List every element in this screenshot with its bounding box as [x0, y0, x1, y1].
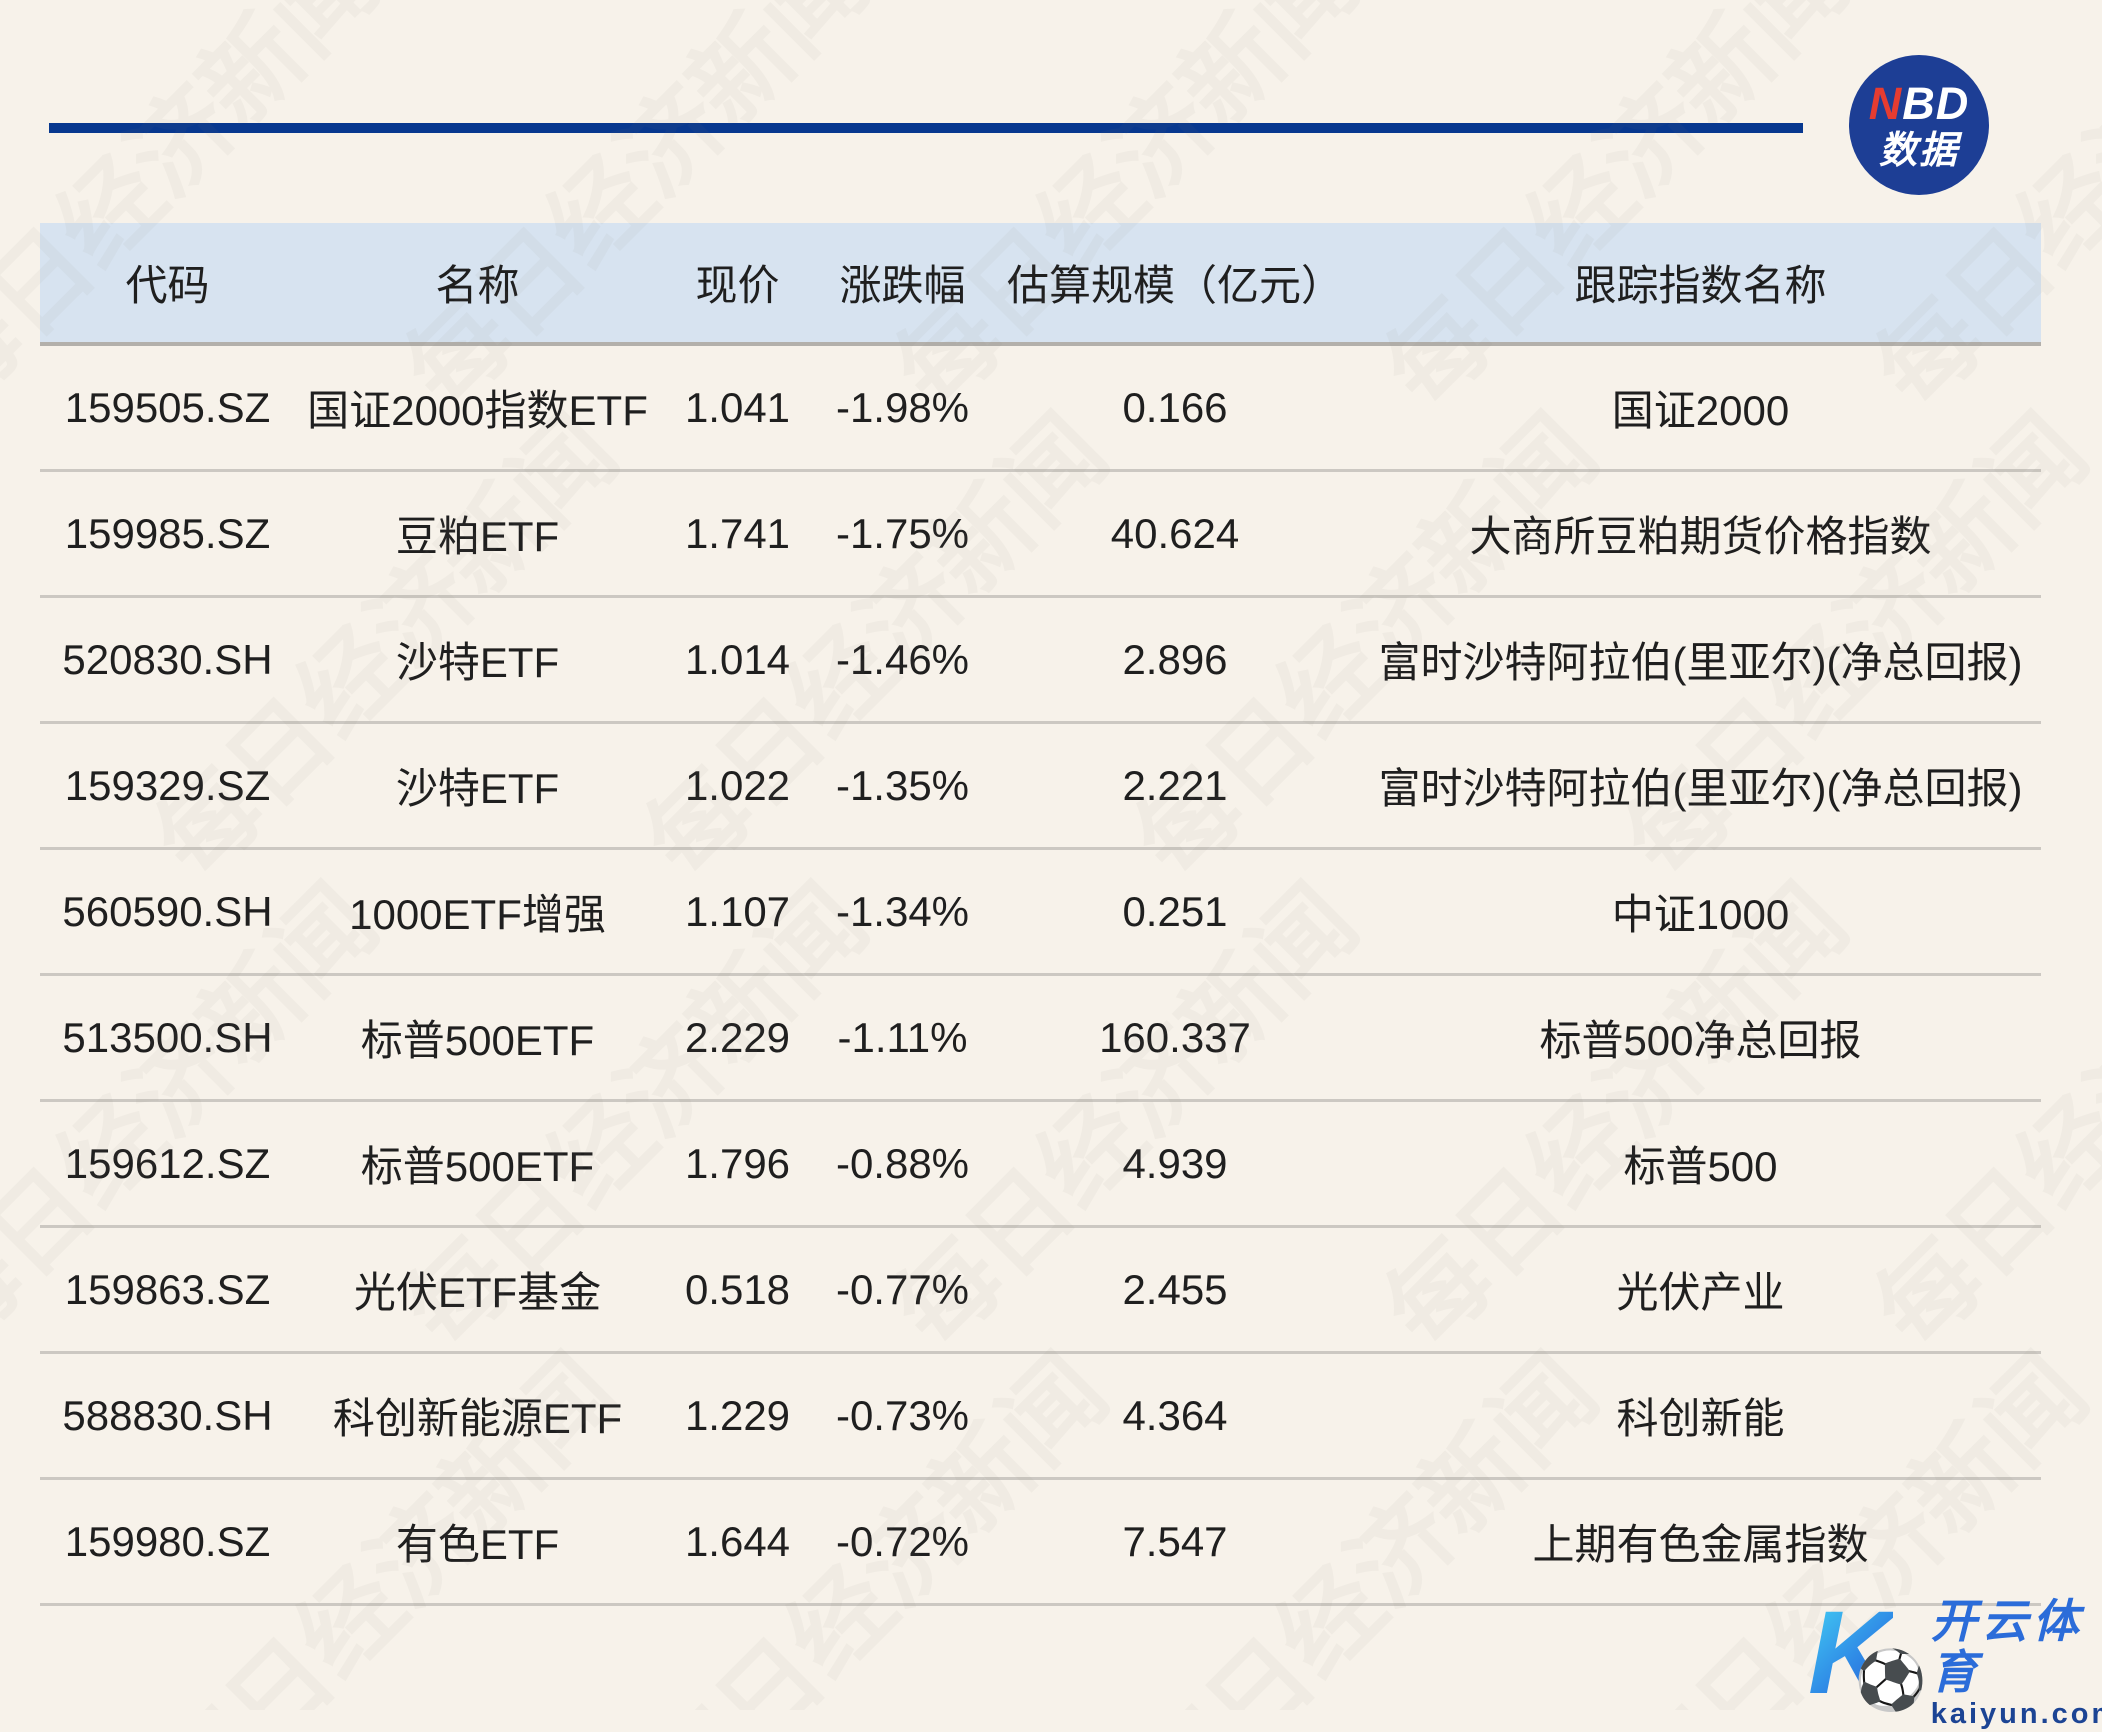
cell-scale: 160.337 [1099, 1013, 1251, 1061]
cell-name: 豆粕ETF [395, 513, 560, 560]
table-row: 159505.SZ 国证2000指数ETF 1.041 -1.98% 0.166… [40, 346, 2041, 472]
kaiyun-k-letter: K [1808, 1586, 1894, 1719]
cell-price: 1.014 [684, 635, 791, 683]
kaiyun-domain: kaiyun.com [1930, 1698, 2102, 1731]
cell-scale: 0.251 [1122, 887, 1228, 935]
cell-index-name: 上期有色金属指数 [1532, 1521, 1869, 1568]
cell-price: 1.229 [684, 1391, 791, 1439]
cell-name: 国证2000指数ETF [307, 387, 648, 434]
nbd-logo-text: NBD [1869, 81, 1970, 126]
cell-name: 有色ETF [395, 1521, 560, 1568]
table-row: 513500.SH 标普500ETF 2.229 -1.11% 160.337 … [40, 976, 2041, 1102]
table-row: 159985.SZ 豆粕ETF 1.741 -1.75% 40.624 大商所豆… [40, 472, 2041, 598]
table-row: 159863.SZ 光伏ETF基金 0.518 -0.77% 2.455 光伏产… [40, 1228, 2041, 1354]
cell-scale: 2.221 [1122, 761, 1228, 809]
nbd-logo-letter-n: N [1868, 77, 1903, 129]
cell-name: 标普500ETF [360, 1017, 595, 1064]
cell-code: 560590.SH [62, 887, 273, 935]
cell-code: 588830.SH [62, 1391, 273, 1439]
cell-price: 2.229 [684, 1013, 791, 1061]
cell-change: -1.98% [835, 383, 970, 431]
cell-name: 科创新能源ETF [332, 1395, 623, 1442]
table-row: 520830.SH 沙特ETF 1.014 -1.46% 2.896 富时沙特阿… [40, 598, 2041, 724]
kaiyun-brand-cn: 开云体育 [1930, 1595, 2084, 1698]
table-row: 159980.SZ 有色ETF 1.644 -0.72% 7.547 上期有色金… [40, 1480, 2041, 1606]
cell-scale: 40.624 [1110, 509, 1240, 557]
cell-index-name: 标普500 [1623, 1143, 1778, 1190]
cell-price: 1.022 [684, 761, 791, 809]
header-name: 名称 [435, 262, 520, 309]
cell-scale: 7.547 [1122, 1517, 1228, 1565]
header-change: 涨跌幅 [839, 262, 966, 309]
diagonal-watermark: 每日经济新闻 [2094, 394, 2102, 899]
cell-scale: 2.896 [1122, 635, 1228, 683]
cell-change: -0.73% [835, 1391, 970, 1439]
cell-scale: 2.455 [1122, 1265, 1228, 1313]
cell-change: -0.72% [835, 1517, 970, 1565]
cell-code: 520830.SH [62, 635, 273, 683]
cell-code: 159863.SZ [64, 1265, 271, 1313]
header-index-name: 跟踪指数名称 [1574, 262, 1827, 309]
table-header-row: 代码 名称 现价 涨跌幅 估算规模（亿元） 跟踪指数名称 [40, 223, 2041, 346]
cell-change: -0.88% [835, 1139, 970, 1187]
cell-change: -1.11% [837, 1013, 968, 1061]
cell-scale: 4.364 [1122, 1391, 1228, 1439]
cell-code: 159985.SZ [64, 509, 271, 557]
cell-scale: 4.939 [1122, 1139, 1228, 1187]
cell-price: 1.796 [684, 1139, 791, 1187]
cell-code: 159612.SZ [64, 1139, 271, 1187]
cell-price: 0.518 [684, 1265, 791, 1313]
cell-name: 标普500ETF [360, 1143, 595, 1190]
nbd-data-logo: NBD 数据 [1849, 55, 1989, 195]
cell-change: -1.75% [835, 509, 970, 557]
cell-price: 1.741 [684, 509, 791, 557]
cell-change: -1.35% [835, 761, 970, 809]
cell-index-name: 标普500净总回报 [1539, 1017, 1862, 1064]
cell-index-name: 富时沙特阿拉伯(里亚尔)(净总回报) [1378, 765, 2023, 812]
header-divider-line [49, 123, 1803, 133]
header-scale: 估算规模（亿元） [1006, 262, 1343, 309]
table-row: 588830.SH 科创新能源ETF 1.229 -0.73% 4.364 科创… [40, 1354, 2041, 1480]
table-row: 159329.SZ 沙特ETF 1.022 -1.35% 2.221 富时沙特阿… [40, 724, 2041, 850]
cell-price: 1.644 [684, 1517, 791, 1565]
table-row: 560590.SH 1000ETF增强 1.107 -1.34% 0.251 中… [40, 850, 2041, 976]
cell-code: 159329.SZ [64, 761, 271, 809]
nbd-logo-letters-bd: BD [1902, 77, 1970, 129]
cell-index-name: 光伏产业 [1616, 1269, 1785, 1316]
cell-price: 1.107 [684, 887, 791, 935]
cell-index-name: 国证2000 [1611, 387, 1790, 434]
cell-code: 159980.SZ [64, 1517, 271, 1565]
cell-code: 513500.SH [62, 1013, 273, 1061]
cell-change: -0.77% [835, 1265, 970, 1313]
cell-name: 沙特ETF [395, 765, 560, 812]
cell-index-name: 大商所豆粕期货价格指数 [1469, 513, 1932, 560]
kaiyun-k-mark: K ⚽ [1808, 1594, 1927, 1720]
table-body: 159505.SZ 国证2000指数ETF 1.041 -1.98% 0.166… [40, 346, 2041, 1606]
nbd-logo-subtitle: 数据 [1878, 129, 1959, 172]
cell-change: -1.34% [835, 887, 970, 935]
soccer-ball-icon: ⚽ [1854, 1647, 1927, 1713]
kaiyun-wordmark: 开云体育 kaiyun.com [1931, 1596, 2102, 1732]
etf-table: 代码 名称 现价 涨跌幅 估算规模（亿元） 跟踪指数名称 159505.SZ 国… [40, 223, 2041, 1606]
cell-name: 光伏ETF基金 [353, 1269, 602, 1316]
cell-price: 1.041 [684, 383, 791, 431]
cell-scale: 0.166 [1122, 383, 1228, 431]
cell-name: 沙特ETF [395, 639, 560, 686]
cell-index-name: 科创新能 [1616, 1395, 1785, 1442]
cell-index-name: 中证1000 [1611, 891, 1790, 938]
cell-code: 159505.SZ [64, 383, 271, 431]
cell-index-name: 富时沙特阿拉伯(里亚尔)(净总回报) [1378, 639, 2023, 686]
table-row: 159612.SZ 标普500ETF 1.796 -0.88% 4.939 标普… [40, 1102, 2041, 1228]
cell-name: 1000ETF增强 [349, 891, 606, 938]
header-price: 现价 [695, 262, 780, 309]
header-code: 代码 [125, 262, 210, 309]
cell-change: -1.46% [835, 635, 970, 683]
kaiyun-footer-logo: K ⚽ 开云体育 kaiyun.com [1808, 1594, 2102, 1732]
